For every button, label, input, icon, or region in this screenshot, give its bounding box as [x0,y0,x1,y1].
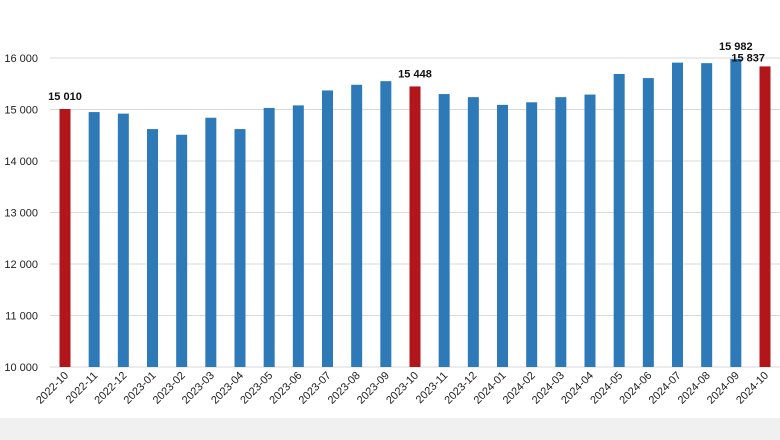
bar-2023-05 [263,107,275,367]
x-axis-tick-labels: 2022-102022-112022-122023-012023-022023-… [34,370,771,407]
bars [59,58,771,368]
bar-2024-04 [584,94,596,367]
bar-2022-10 [59,108,71,368]
bar-2023-04 [234,129,246,367]
bar-2023-07 [322,90,333,367]
bar-2024-06 [642,78,654,368]
bar-2024-10 [759,66,771,367]
bar-2023-02 [176,134,188,367]
y-tick-label: 13 000 [4,208,38,220]
bar-2024-05 [613,73,625,367]
data-label: 15 010 [48,91,82,103]
bar-2024-07 [672,62,683,367]
y-tick-label: 14 000 [4,156,38,168]
y-axis-tick-labels: 10 000 11 000 12 000 13 000 14 000 15 000 16 0… [4,53,38,374]
y-tick-label: 16 000 [4,53,38,65]
bar-2023-11 [438,94,450,368]
bar-2023-03 [205,117,217,368]
bar-2023-09 [380,81,392,368]
bar-2023-12 [467,97,479,367]
y-tick-label: 15 000 [4,105,38,117]
bar-2024-09 [730,58,742,367]
bar-2024-02 [526,102,538,367]
data-label: 15 448 [398,68,432,80]
x-tick-label: 2023-10 [384,370,421,407]
bar-2024-08 [701,63,713,368]
bar-2024-03 [555,97,567,367]
bar-2022-11 [88,112,100,367]
bar-2023-08 [351,84,363,367]
bar-2024-01 [497,104,508,368]
y-tick-label: 12 000 [4,259,38,271]
x-tick-label: 2024-10 [734,370,771,407]
bar-2023-01 [147,129,158,367]
footer-band [0,418,780,440]
data-label: 15 982 [719,41,753,53]
bar-2023-10 [409,86,421,367]
x-tick-label: 2022-10 [34,370,71,407]
bar-2023-06 [292,105,304,367]
y-tick-label: 10 000 [4,362,38,374]
bar-2022-12 [117,113,129,368]
y-tick-label: 11 000 [5,311,38,323]
data-label: 15 837 [731,52,765,64]
